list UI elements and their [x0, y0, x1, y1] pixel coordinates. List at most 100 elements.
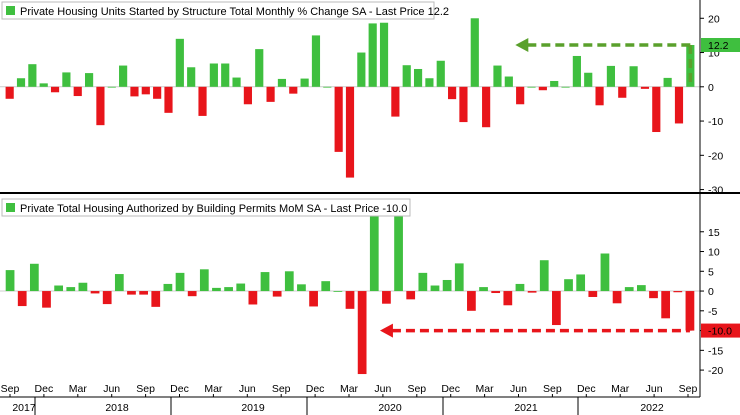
- permits-last-price-badge: [701, 323, 740, 338]
- permits-arrow-head: [379, 323, 393, 338]
- permits-bar: [552, 291, 561, 326]
- x-month-label: Sep: [136, 383, 155, 395]
- legend-box-permits: [1, 198, 411, 217]
- x-month-label: Jun: [510, 383, 527, 395]
- permits-ytick-label: 0: [708, 286, 714, 298]
- legend-title-permits: Private Total Housing Authorized by Buil…: [20, 203, 407, 215]
- starts-bar: [277, 78, 287, 87]
- panel-housing-starts: 20 10 0 -10 -20 -30 12.2: [0, 13, 740, 197]
- permits-ytick-label: 5: [708, 266, 714, 278]
- permits-bar: [564, 279, 573, 292]
- permits-bar: [576, 274, 586, 292]
- starts-bar: [368, 23, 377, 87]
- x-month-label: Dec: [306, 383, 325, 395]
- starts-bar: [141, 86, 150, 95]
- permits-bar: [199, 269, 209, 292]
- x-year-label: 2019: [241, 402, 265, 414]
- permits-bar: [345, 291, 355, 309]
- permits-bar: [272, 291, 282, 297]
- x-month-label: Jun: [646, 383, 663, 395]
- permits-bar: [260, 272, 270, 292]
- x-year-label: 2017: [12, 402, 36, 414]
- x-month-label: Dec: [35, 383, 54, 395]
- starts-bar: [311, 35, 321, 87]
- permits-bar: [127, 291, 136, 295]
- starts-bar: [436, 60, 445, 87]
- permits-bar: [29, 263, 39, 292]
- permits-bar: [78, 282, 88, 292]
- x-month-label: Sep: [407, 383, 426, 395]
- permits-bar: [248, 291, 258, 305]
- starts-bar: [266, 86, 275, 102]
- starts-bar: [187, 67, 196, 87]
- legend-box-starts: [1, 1, 435, 20]
- legend-title-starts: Private Housing Units Started by Structu…: [20, 6, 449, 18]
- permits-ytick-label: 15: [708, 227, 720, 239]
- x-year-label: 2018: [105, 402, 129, 414]
- starts-bar: [527, 86, 536, 88]
- starts-bar: [243, 86, 252, 105]
- starts-last-price-label: 12.2: [708, 40, 729, 52]
- starts-bar: [153, 86, 162, 99]
- permits-ytick-label: -20: [708, 365, 723, 377]
- starts-bar: [448, 86, 457, 100]
- starts-bar: [16, 78, 26, 87]
- permits-bar: [442, 279, 452, 292]
- x-month-label: Mar: [204, 383, 223, 395]
- permits-bar: [636, 285, 646, 292]
- starts-bar: [5, 86, 14, 99]
- x-month-label: Jun: [374, 383, 391, 395]
- permits-bar: [151, 291, 161, 307]
- starts-bar: [232, 77, 241, 87]
- starts-bar: [425, 78, 434, 87]
- permits-ytick-label: -5: [708, 306, 717, 318]
- starts-bar: [345, 86, 355, 178]
- starts-bar: [470, 18, 479, 87]
- starts-bar: [674, 86, 684, 124]
- starts-bar: [198, 86, 207, 116]
- starts-bar: [334, 86, 343, 152]
- permits-bar: [503, 291, 513, 306]
- x-month-label: Mar: [476, 383, 495, 395]
- permits-bar: [139, 291, 148, 295]
- starts-bar: [538, 86, 547, 91]
- permits-bar: [612, 291, 622, 304]
- permits-bar: [491, 291, 501, 294]
- starts-bar: [209, 63, 218, 87]
- x-month-label: Dec: [441, 383, 460, 395]
- permits-bar: [357, 291, 367, 375]
- starts-bar: [50, 86, 60, 93]
- starts-bar: [606, 65, 616, 87]
- permits-bar: [479, 287, 488, 292]
- starts-bar: [413, 68, 423, 87]
- permits-bar: [297, 284, 306, 292]
- permits-bar: [163, 283, 173, 292]
- permits-bar: [284, 271, 294, 292]
- x-month-label: Sep: [1, 383, 20, 395]
- permits-bar: [212, 287, 221, 292]
- permits-bar: [527, 291, 537, 293]
- starts-bar: [595, 86, 604, 106]
- starts-bar: [663, 77, 672, 87]
- starts-bar: [516, 86, 525, 105]
- permits-bar: [661, 291, 671, 319]
- permits-bar: [114, 274, 124, 292]
- starts-bar: [493, 65, 502, 87]
- permits-bar: [430, 285, 440, 292]
- permits-bar: [54, 285, 64, 292]
- permits-bar: [66, 287, 76, 292]
- permits-bar: [673, 291, 683, 293]
- permits-bar: [454, 263, 464, 292]
- permits-bar: [649, 291, 658, 299]
- starts-bar: [379, 22, 389, 87]
- permits-bar: [539, 260, 549, 292]
- x-month-label: Dec: [170, 383, 189, 395]
- legend-swatch-starts: [6, 6, 15, 15]
- starts-bar: [402, 65, 411, 87]
- permits-bar: [5, 270, 15, 292]
- starts-bar: [323, 86, 332, 88]
- starts-bar: [107, 86, 116, 88]
- x-axis: Sep Dec Mar Jun Sep Dec Mar Jun Sep Dec Mar Jun Sep D…: [1, 383, 697, 415]
- starts-bar: [130, 86, 139, 97]
